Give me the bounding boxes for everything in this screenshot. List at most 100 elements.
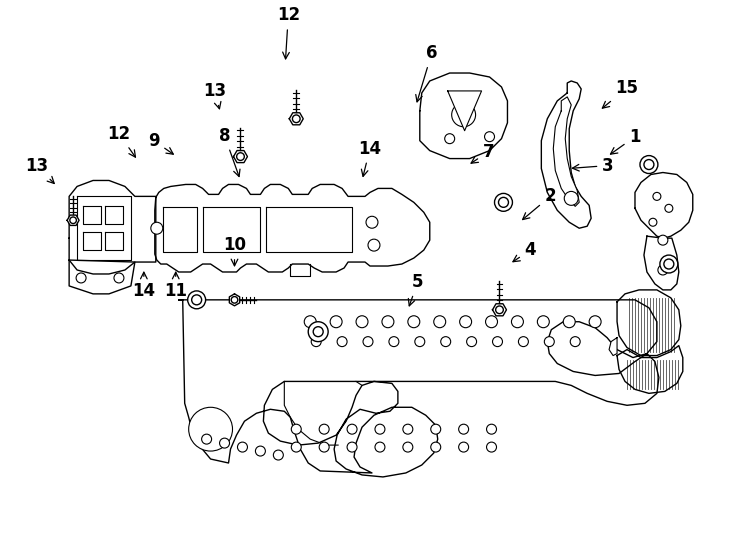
Text: 3: 3 xyxy=(573,157,614,174)
Circle shape xyxy=(658,235,668,245)
Circle shape xyxy=(487,424,496,434)
Circle shape xyxy=(292,115,300,123)
Circle shape xyxy=(382,316,394,328)
Circle shape xyxy=(188,291,206,309)
Circle shape xyxy=(255,446,266,456)
Circle shape xyxy=(644,160,654,170)
Circle shape xyxy=(366,217,378,228)
Circle shape xyxy=(431,424,440,434)
Text: 4: 4 xyxy=(513,241,537,262)
Polygon shape xyxy=(105,232,123,250)
Polygon shape xyxy=(69,260,135,294)
Circle shape xyxy=(291,442,301,452)
Polygon shape xyxy=(420,73,507,159)
Circle shape xyxy=(431,442,440,452)
Polygon shape xyxy=(644,236,679,290)
Text: 13: 13 xyxy=(25,157,54,184)
Polygon shape xyxy=(617,346,683,393)
Circle shape xyxy=(273,450,283,460)
Circle shape xyxy=(459,442,468,452)
Circle shape xyxy=(150,222,163,234)
Polygon shape xyxy=(178,300,659,477)
Polygon shape xyxy=(617,290,681,355)
Circle shape xyxy=(231,296,238,303)
Text: 8: 8 xyxy=(219,127,240,177)
Circle shape xyxy=(308,322,328,342)
Circle shape xyxy=(114,273,124,283)
Circle shape xyxy=(389,336,399,347)
Circle shape xyxy=(434,316,446,328)
Circle shape xyxy=(498,198,509,207)
Polygon shape xyxy=(229,294,240,306)
Circle shape xyxy=(459,424,468,434)
Polygon shape xyxy=(266,207,352,252)
Text: 12: 12 xyxy=(277,6,300,59)
Circle shape xyxy=(375,424,385,434)
Polygon shape xyxy=(105,206,123,224)
Circle shape xyxy=(467,336,476,347)
Polygon shape xyxy=(635,172,693,238)
Circle shape xyxy=(493,336,503,347)
Circle shape xyxy=(570,336,580,347)
Text: 5: 5 xyxy=(408,273,424,306)
Circle shape xyxy=(640,156,658,173)
Polygon shape xyxy=(83,232,101,250)
Polygon shape xyxy=(163,207,197,252)
Text: 2: 2 xyxy=(523,187,556,220)
Text: 7: 7 xyxy=(471,143,495,163)
Polygon shape xyxy=(609,338,617,355)
Circle shape xyxy=(238,442,247,452)
Circle shape xyxy=(375,442,385,452)
Circle shape xyxy=(311,336,321,347)
Circle shape xyxy=(537,316,549,328)
Circle shape xyxy=(368,239,380,251)
Polygon shape xyxy=(77,197,131,260)
Circle shape xyxy=(304,316,316,328)
Text: 14: 14 xyxy=(358,140,382,177)
Circle shape xyxy=(563,316,575,328)
Polygon shape xyxy=(542,81,591,228)
Text: 15: 15 xyxy=(603,79,639,108)
Text: 6: 6 xyxy=(415,44,437,102)
Text: 1: 1 xyxy=(611,127,641,154)
Text: 13: 13 xyxy=(203,82,226,109)
Text: 14: 14 xyxy=(132,272,156,300)
Text: 11: 11 xyxy=(164,272,187,300)
Circle shape xyxy=(347,424,357,434)
Circle shape xyxy=(653,192,661,200)
Circle shape xyxy=(564,191,578,205)
Circle shape xyxy=(403,424,413,434)
Circle shape xyxy=(236,153,244,160)
Circle shape xyxy=(356,316,368,328)
Text: 10: 10 xyxy=(223,236,246,266)
Polygon shape xyxy=(289,113,303,125)
Circle shape xyxy=(459,316,472,328)
Circle shape xyxy=(189,407,233,451)
Circle shape xyxy=(337,336,347,347)
Polygon shape xyxy=(493,304,506,316)
Circle shape xyxy=(649,218,657,226)
Circle shape xyxy=(192,295,202,305)
Circle shape xyxy=(512,316,523,328)
Circle shape xyxy=(487,442,496,452)
Circle shape xyxy=(319,442,329,452)
Circle shape xyxy=(219,438,230,448)
Polygon shape xyxy=(155,185,430,272)
Circle shape xyxy=(70,217,76,224)
Circle shape xyxy=(347,442,357,452)
Circle shape xyxy=(445,134,454,144)
Circle shape xyxy=(660,255,677,273)
Circle shape xyxy=(545,336,554,347)
Circle shape xyxy=(319,424,329,434)
Polygon shape xyxy=(69,180,156,274)
Circle shape xyxy=(363,336,373,347)
Circle shape xyxy=(440,336,451,347)
Text: 9: 9 xyxy=(148,132,173,154)
Circle shape xyxy=(484,132,495,141)
Polygon shape xyxy=(83,206,101,224)
Polygon shape xyxy=(67,215,79,225)
Circle shape xyxy=(291,424,301,434)
Circle shape xyxy=(202,434,211,444)
Circle shape xyxy=(76,273,86,283)
Circle shape xyxy=(495,306,504,314)
